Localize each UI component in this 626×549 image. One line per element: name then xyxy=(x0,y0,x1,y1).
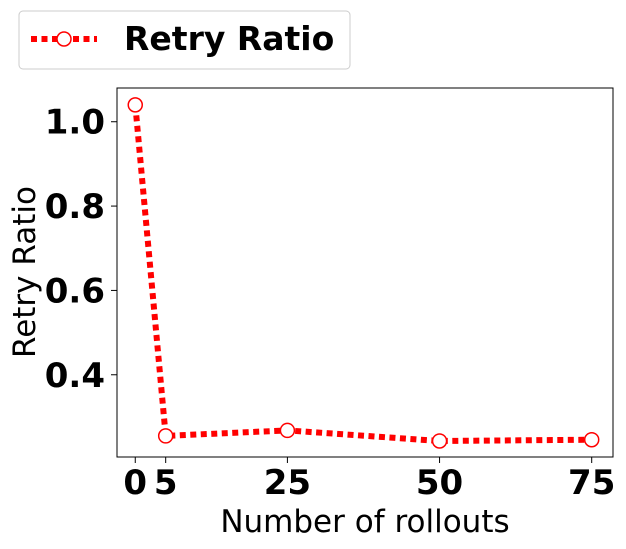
legend-marker-swatch xyxy=(56,31,72,47)
x-tick-label: 50 xyxy=(416,463,463,503)
x-axis-label: Number of rollouts xyxy=(220,504,509,540)
y-tick-label: 1.0 xyxy=(45,103,105,143)
x-tick-label: 75 xyxy=(568,463,615,503)
y-axis-label: Retry Ratio xyxy=(7,186,43,358)
y-tick-label: 0.8 xyxy=(45,187,105,227)
legend: Retry Ratio xyxy=(18,10,351,70)
plot-area xyxy=(116,87,614,458)
data-point xyxy=(583,431,600,448)
series-retry-ratio xyxy=(127,97,600,449)
x-tick-label: 25 xyxy=(264,463,311,503)
x-tick-label: 5 xyxy=(154,463,178,503)
data-point xyxy=(279,422,296,439)
x-axis-ticks: 0 5 25 50 75 xyxy=(123,457,615,503)
legend-frame xyxy=(18,10,351,70)
data-point xyxy=(127,97,144,113)
y-axis-ticks: 0.4 0.6 0.8 1.0 xyxy=(45,103,117,396)
data-point xyxy=(431,433,448,449)
x-tick-label: 0 xyxy=(123,463,147,503)
y-tick-label: 0.6 xyxy=(45,271,105,311)
y-tick-label: 0.4 xyxy=(45,356,105,396)
legend-label: Retry Ratio xyxy=(124,19,334,58)
data-point xyxy=(157,428,174,444)
